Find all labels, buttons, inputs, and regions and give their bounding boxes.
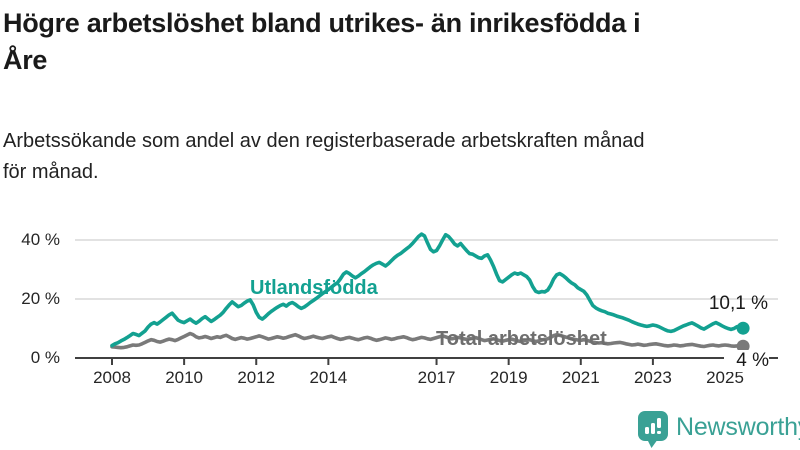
x-tick-label: 2010: [165, 368, 204, 387]
y-axis-label-40: 40 %: [21, 230, 60, 249]
chart-title: Högre arbetslöshet bland utrikes- än inr…: [3, 5, 797, 79]
x-tick-label: 2008: [93, 368, 131, 387]
chart-subtitle-line-1: Arbetssökande som andel av den registerb…: [3, 130, 645, 152]
x-tick-label: 2017: [417, 368, 456, 387]
end-value-label-total: 4 %: [724, 350, 769, 372]
newsworthy-logo-link[interactable]: Newsworthy: [637, 410, 800, 448]
newsworthy-chart-bubble-icon: [638, 411, 668, 448]
chart-subtitle-line-2: för månad.: [3, 161, 99, 183]
series-label-utlandsfodda: Utlandsfödda: [250, 277, 378, 299]
series-line-utlandsf-dda: [110, 232, 745, 348]
x-tick-label: 2023: [633, 368, 672, 387]
x-tick-label: 2025: [706, 368, 744, 387]
y-axis-label-20: 20 %: [21, 289, 60, 308]
chart-title-line-1: Högre arbetslöshet bland utrikes- än inr…: [3, 8, 641, 38]
series-label-total-arbetsloshet: Total arbetslöshet: [436, 328, 607, 350]
x-tick-label: 2019: [489, 368, 528, 387]
series-line-total-arbetsl-shet: [110, 331, 745, 350]
chart-title-line-2: Åre: [3, 45, 48, 75]
newsworthy-wordmark: Newsworthy: [676, 413, 800, 441]
x-tick-label: 2014: [309, 368, 348, 387]
x-tick-label: 2021: [561, 368, 600, 387]
y-axis-label-0: 0 %: [30, 348, 60, 367]
end-value-label-utlandsfodda: 10,1 %: [708, 293, 768, 314]
series-end-dot-total-arbetsl-shet: [736, 339, 750, 353]
series-end-dot-utlandsf-dda: [736, 321, 750, 335]
chart-subtitle: Arbetssökande som andel av den registerb…: [3, 126, 783, 188]
x-tick-label: 2012: [237, 368, 276, 387]
